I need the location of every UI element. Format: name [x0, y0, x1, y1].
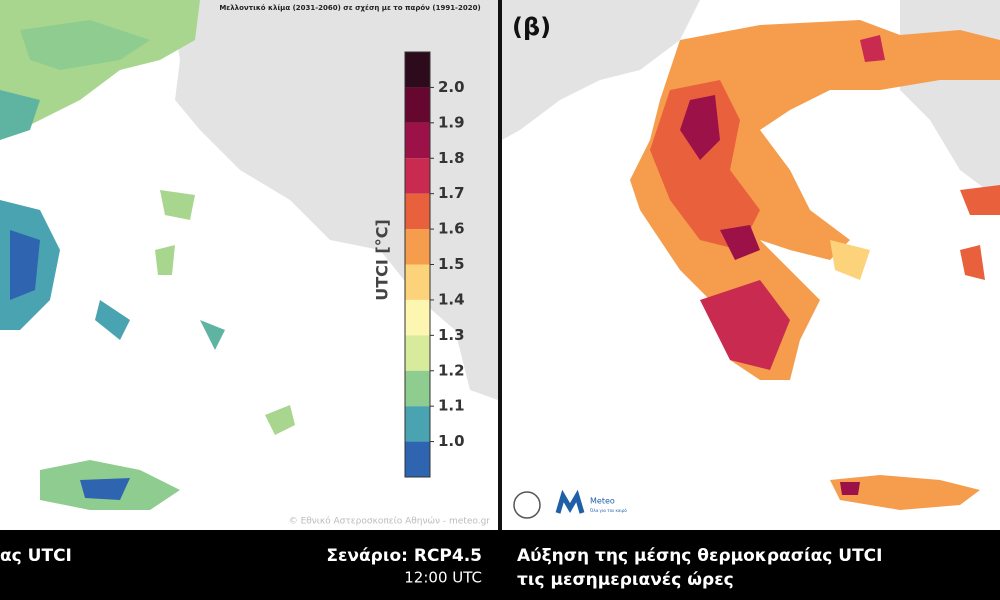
colorbar-bin — [405, 87, 430, 123]
colorbar-bin — [405, 335, 430, 371]
scenario: Σενάριο: RCP4.5 — [326, 546, 482, 566]
footer-left-title: ας UTCI — [0, 546, 72, 566]
credit: © Εθνικό Αστεροσκοπείο Αθηνών - meteo.gr — [289, 516, 491, 527]
meteo-name: Meteo — [590, 497, 615, 506]
colorbar-tick-label: 1.3 — [438, 326, 465, 344]
colorbar-bin — [405, 264, 430, 300]
colorbar-bin — [405, 370, 430, 407]
colorbar-bin — [405, 406, 430, 442]
colorbar-label: UTCI [°C] — [373, 219, 392, 301]
colorbar-tick-label: 1.7 — [438, 184, 465, 202]
colorbar-bin — [405, 158, 430, 194]
panel-label: (β) — [512, 13, 551, 41]
map-title: Μελλοντικό κλίμα (2031-2060) σε σχέση με… — [219, 4, 480, 12]
colorbar-tick-label: 1.0 — [438, 432, 465, 450]
colorbar-tick-label: 1.4 — [438, 290, 465, 308]
colorbar-tick-label: 1.9 — [438, 113, 465, 131]
meteo-tag: Όλα για τον καιρό — [589, 508, 627, 513]
colorbar-tick-label: 1.5 — [438, 255, 465, 273]
divider — [498, 0, 502, 530]
colorbar-bin — [405, 122, 430, 159]
colorbar-bin — [405, 299, 430, 336]
meteo-logo — [555, 489, 585, 514]
right-map — [502, 0, 1000, 510]
footer-right-title-2: τις μεσημεριανές ώρες — [517, 570, 734, 590]
footer-right-title-1: Αύξηση της μέσης θερμοκρασίας UTCI — [517, 546, 882, 566]
colorbar: 2.0 1.9 1.8 1.7 1.6 1.5 1.4 1.3 1.2 1.1 1.0 — [404, 51, 465, 478]
colorbar-bin — [405, 441, 430, 477]
colorbar-tick-label: 1.2 — [438, 361, 465, 379]
colorbar-tick-label: 2.0 — [438, 78, 465, 96]
colorbar-tick-label: 1.6 — [438, 220, 465, 238]
colorbar-bin — [405, 229, 430, 265]
colorbar-bin — [405, 193, 430, 230]
colorbar-tick-label: 1.1 — [438, 397, 465, 415]
time: 12:00 UTC — [404, 569, 482, 587]
colorbar-bin — [405, 52, 430, 88]
colorbar-tick-label: 1.8 — [438, 149, 465, 167]
observatory-logo — [513, 491, 541, 519]
